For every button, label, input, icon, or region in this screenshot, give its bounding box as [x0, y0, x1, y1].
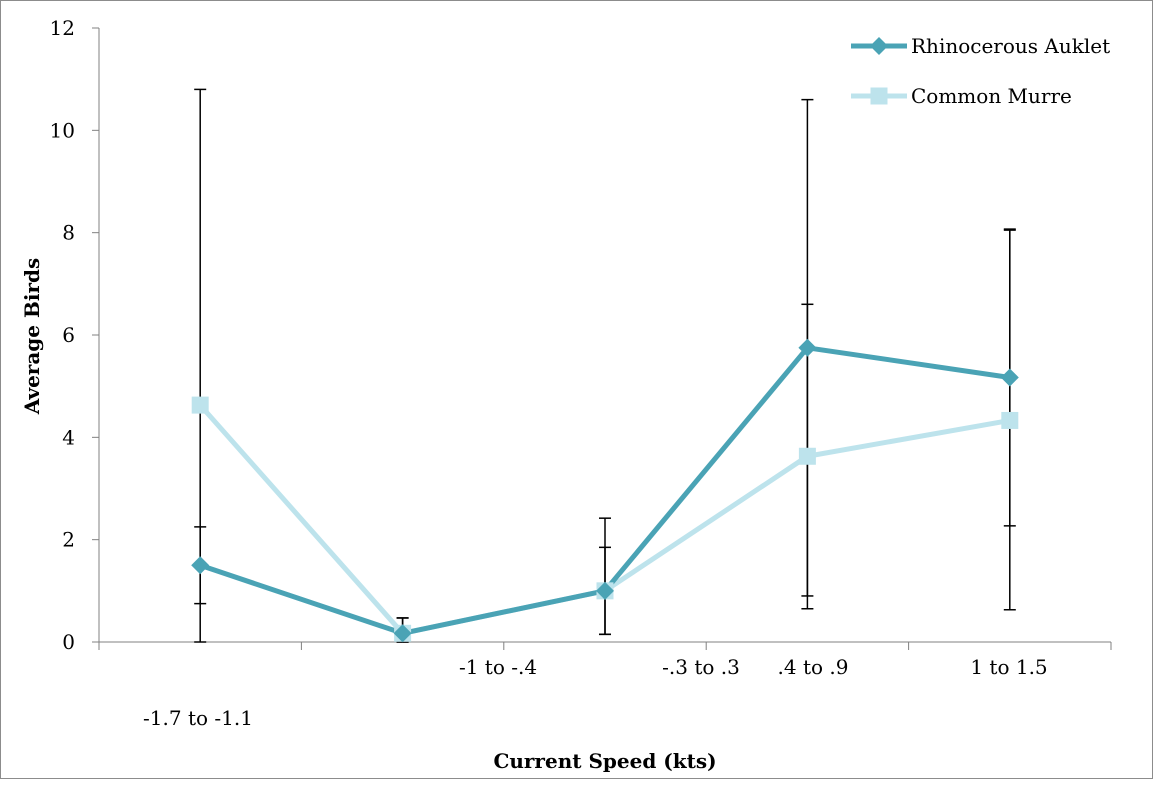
data-point-rhinocerous-auklet	[798, 338, 817, 357]
series-markers	[191, 338, 1019, 643]
data-point-rhinocerous-auklet	[1000, 368, 1019, 387]
y-tick-label: 8	[62, 221, 75, 245]
data-point-common-murre	[191, 396, 209, 414]
data-point-common-murre	[798, 447, 816, 465]
x-tick-label: 1 to 1.5	[970, 655, 1047, 679]
x-axis-title: Current Speed (kts)	[493, 749, 716, 773]
error-bar	[194, 88, 207, 643]
error-bars	[194, 88, 1016, 643]
y-tick-label: 2	[62, 528, 75, 552]
legend-item: Common Murre	[851, 84, 1072, 108]
data-point-common-murre	[1001, 411, 1019, 429]
x-tick-label: -1.7 to -1.1	[143, 706, 253, 730]
legend-swatch-marker	[870, 37, 888, 55]
legend-label: Common Murre	[911, 84, 1072, 108]
y-tick-label: 10	[50, 118, 75, 142]
y-tick-label: 0	[62, 630, 75, 654]
legend-label: Rhinocerous Auklet	[911, 34, 1110, 58]
x-tick-label: .4 to .9	[778, 655, 849, 679]
y-tick-label: 12	[50, 16, 75, 40]
legend-item: Rhinocerous Auklet	[851, 34, 1110, 58]
y-axis-title: Average Birds	[20, 258, 44, 416]
x-tick-label: -1 to -.4	[459, 655, 537, 679]
axes	[92, 27, 1112, 650]
y-tick-label: 4	[62, 425, 75, 449]
legend: Rhinocerous Auklet Common Murre	[851, 34, 1110, 108]
data-point-rhinocerous-auklet	[596, 581, 614, 600]
y-tick-label: 6	[62, 323, 75, 347]
data-point-rhinocerous-auklet	[393, 624, 412, 643]
data-point-rhinocerous-auklet	[191, 556, 210, 575]
legend-swatch-marker	[870, 87, 888, 105]
error-bar	[599, 517, 611, 636]
tick-labels: 0 2 4 6 8 10 12 -1.7 to -1.1 -1 to -.4 -.3 to .3.…	[50, 16, 1048, 730]
x-tick-label: -.3 to .3	[662, 655, 740, 679]
